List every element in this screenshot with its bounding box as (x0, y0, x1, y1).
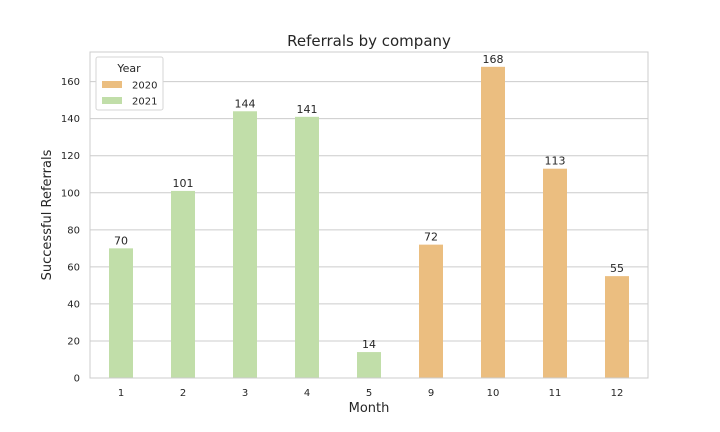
y-tick-label: 100 (61, 188, 80, 199)
legend-box (95, 56, 164, 111)
y-axis-ticks: 0 20 40 60 80 100 120 140 160 (61, 77, 80, 384)
bar-2021-5 (357, 352, 381, 378)
y-tick-label: 80 (67, 225, 80, 236)
bar-2020-11 (543, 168, 567, 378)
data-labels: 72 168 113 55 70 101 144 141 14 (114, 53, 624, 351)
y-tick-label: 40 (67, 299, 80, 310)
x-axis-ticks: 1 2 3 4 5 9 10 11 12 (118, 388, 624, 399)
bar-2020-10 (481, 66, 505, 379)
y-axis-title: Successful Referrals (40, 149, 55, 280)
x-tick-label: 2 (180, 388, 186, 399)
legend-label-2020: 2020 (132, 81, 157, 92)
data-label: 168 (483, 53, 504, 66)
bar-2020-12 (605, 276, 629, 378)
bar-2021-4 (295, 116, 319, 379)
x-tick-label: 5 (366, 388, 372, 399)
legend: Year 2020 2021 (95, 56, 164, 111)
x-tick-label: 9 (428, 388, 434, 399)
x-tick-label: 11 (549, 388, 562, 399)
legend-label-2021: 2021 (132, 97, 157, 108)
bar-2021-2 (171, 190, 195, 378)
y-tick-label: 20 (67, 336, 80, 347)
y-tick-label: 60 (67, 262, 80, 273)
data-label: 144 (235, 97, 256, 110)
x-tick-label: 10 (487, 388, 500, 399)
chart-title: Referrals by company (287, 32, 451, 50)
data-label: 70 (114, 234, 128, 247)
x-tick-label: 4 (304, 388, 310, 399)
bars (109, 66, 629, 379)
data-label: 55 (610, 262, 624, 275)
bar-2020-9 (419, 244, 443, 378)
y-tick-label: 160 (61, 77, 80, 88)
bar-2021-1 (109, 248, 133, 378)
legend-title: Year (116, 62, 141, 75)
plot-frame (89, 51, 649, 379)
y-tick-label: 140 (61, 114, 80, 125)
x-axis-title: Month (349, 401, 390, 416)
data-label: 113 (545, 155, 566, 168)
bar-2021-3 (233, 111, 257, 378)
data-label: 101 (173, 177, 194, 190)
x-tick-label: 1 (118, 388, 124, 399)
x-tick-label: 3 (242, 388, 248, 399)
y-tick-label: 120 (61, 151, 80, 162)
data-label: 141 (297, 103, 318, 116)
x-tick-label: 12 (611, 388, 624, 399)
legend-swatch-2020 (102, 81, 122, 88)
data-label: 14 (362, 338, 376, 351)
legend-swatch-2021 (102, 97, 122, 104)
data-label: 72 (424, 231, 438, 244)
y-tick-label: 0 (74, 374, 80, 385)
legend-items: 2020 2021 (102, 81, 157, 108)
